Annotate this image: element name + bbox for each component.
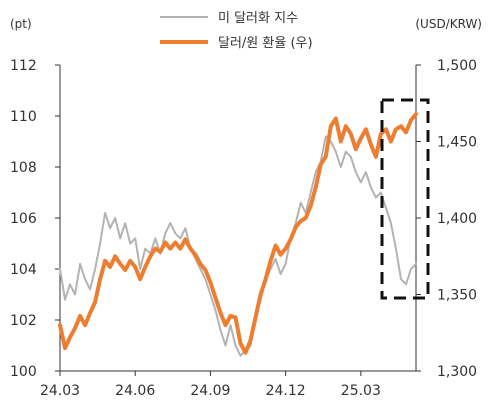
left-axis: 100 102 104 106 108 110 112 <box>10 58 61 380</box>
left-tick-label: 100 <box>10 364 37 380</box>
right-tick-label: 1,350 <box>437 288 477 304</box>
left-tick-label: 106 <box>10 211 37 227</box>
series-line-dollar-index <box>59 135 417 357</box>
x-tick-label: 24.03 <box>40 383 80 399</box>
x-axis: 24.03 24.06 24.09 24.12 25.03 <box>40 370 416 399</box>
left-tick-label: 102 <box>10 313 37 329</box>
right-tick-label: 1,400 <box>437 211 477 227</box>
left-unit-label: (pt) <box>10 17 32 31</box>
legend-label-dollar-index: 미 달러화 지수 <box>218 11 298 26</box>
right-tick-label: 1,300 <box>437 364 477 380</box>
x-tick-label: 24.09 <box>190 383 230 399</box>
right-tick-label: 1,450 <box>437 135 477 151</box>
x-tick-label: 24.12 <box>266 383 306 399</box>
series-layer <box>58 112 418 357</box>
legend-label-usdkrw: 달러/원 환율 (우) <box>218 36 313 51</box>
highlight-box <box>380 98 430 300</box>
right-axis: 1,300 1,350 1,400 1,450 1,500 <box>415 58 477 380</box>
left-tick-label: 108 <box>10 160 37 176</box>
right-tick-label: 1,500 <box>437 58 477 74</box>
left-tick-label: 104 <box>10 262 37 278</box>
x-tick-label: 24.06 <box>115 383 155 399</box>
right-unit-label: (USD/KRW) <box>415 17 482 31</box>
left-tick-label: 112 <box>10 58 37 74</box>
left-tick-label: 110 <box>10 109 37 125</box>
series-line-usdkrw <box>58 112 418 355</box>
x-tick-label: 25.03 <box>341 383 381 399</box>
